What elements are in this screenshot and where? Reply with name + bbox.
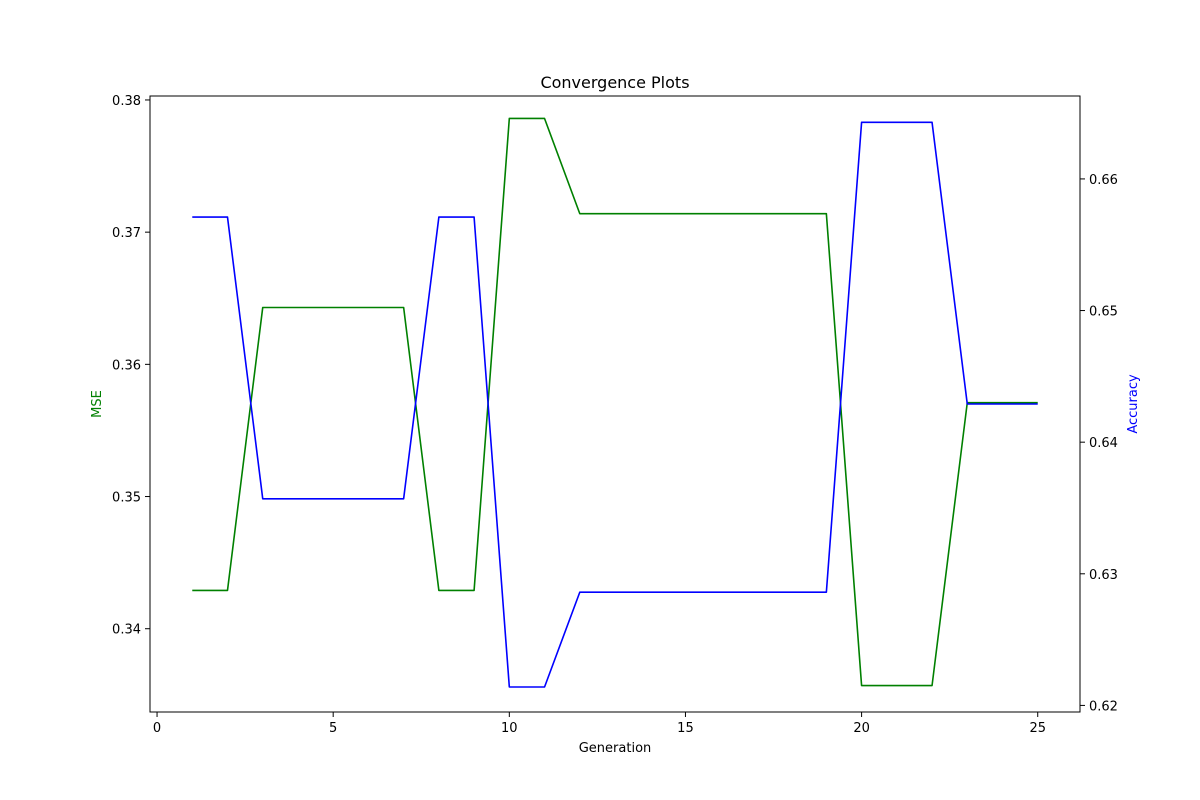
x-axis-title: Generation	[579, 741, 652, 756]
x-tick-label: 10	[501, 721, 518, 736]
axes-layer: 0 5 10 15 20 25 0.34 0.35 0.36 0.37 0.38 0.62 0.63 0.…	[112, 94, 1118, 736]
left-axis-title: MSE	[90, 390, 105, 418]
mse-series-line	[192, 117, 1038, 687]
left-y-tick-label: 0.34	[112, 623, 141, 638]
chart-title: Convergence Plots	[540, 73, 689, 92]
x-tick-label: 5	[329, 721, 337, 736]
left-y-tick-label: 0.36	[112, 358, 141, 373]
x-tick-label: 20	[853, 721, 870, 736]
left-y-tick-label: 0.37	[112, 226, 141, 241]
right-y-tick-label: 0.66	[1089, 173, 1118, 188]
left-y-tick-label: 0.38	[112, 94, 141, 109]
x-tick-label: 15	[677, 721, 694, 736]
left-y-tick-label: 0.35	[112, 491, 141, 506]
accuracy-series-line	[192, 121, 1038, 688]
right-y-tick-label: 0.62	[1089, 699, 1118, 714]
right-y-tick-label: 0.65	[1089, 305, 1118, 320]
right-y-tick-label: 0.64	[1089, 436, 1118, 451]
x-tick-label: 25	[1029, 721, 1046, 736]
series-layer	[192, 117, 1038, 688]
x-tick-label: 0	[153, 721, 161, 736]
right-axis-title: Accuracy	[1126, 374, 1141, 434]
right-y-tick-label: 0.63	[1089, 568, 1118, 583]
plot-frame	[149, 95, 1081, 713]
